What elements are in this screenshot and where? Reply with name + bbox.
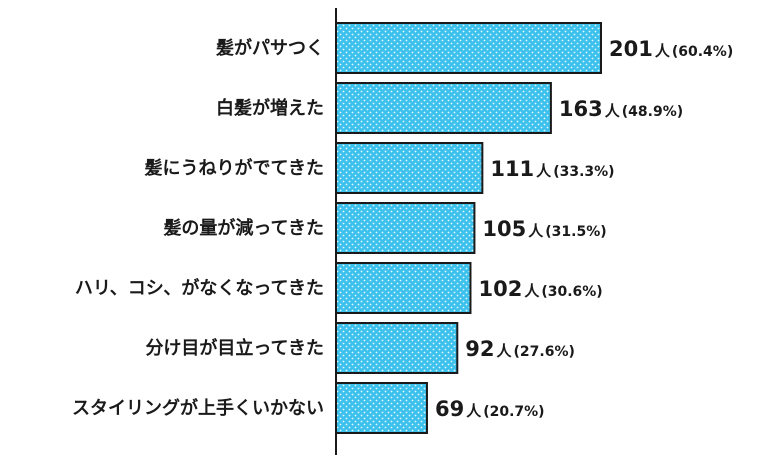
value-percent: (48.9%) bbox=[622, 104, 683, 120]
bar bbox=[335, 142, 484, 194]
bar bbox=[335, 202, 476, 254]
value-percent: (31.5%) bbox=[545, 224, 606, 240]
value-number: 92 bbox=[465, 337, 494, 361]
value-percent: (60.4%) bbox=[672, 44, 733, 60]
value-label: 102 人 (30.6%) bbox=[478, 277, 602, 301]
category-label: 白髪が増えた bbox=[216, 97, 324, 119]
value-unit: 人 bbox=[466, 402, 482, 420]
value-number: 201 bbox=[609, 37, 653, 61]
bar bbox=[335, 22, 602, 74]
value-label: 92 人 (27.6%) bbox=[465, 337, 575, 361]
value-unit: 人 bbox=[528, 222, 544, 240]
value-label: 69 人 (20.7%) bbox=[435, 397, 545, 421]
value-label: 201 人 (60.4%) bbox=[609, 37, 733, 61]
bar bbox=[335, 322, 459, 374]
value-label: 105 人 (31.5%) bbox=[482, 217, 606, 241]
value-unit: 人 bbox=[497, 342, 513, 360]
value-number: 163 bbox=[559, 97, 603, 121]
category-label: スタイリングが上手くいかない bbox=[72, 397, 324, 419]
value-unit: 人 bbox=[605, 102, 621, 120]
value-label: 111 人 (33.3%) bbox=[490, 157, 614, 181]
value-number: 111 bbox=[490, 157, 534, 181]
value-percent: (20.7%) bbox=[483, 404, 544, 420]
value-number: 102 bbox=[478, 277, 522, 301]
category-label: ハリ、コシ、がなくなってきた bbox=[75, 277, 324, 299]
category-label: 分け目が目立ってきた bbox=[145, 337, 324, 359]
bar bbox=[335, 82, 552, 134]
value-label: 163 人 (48.9%) bbox=[559, 97, 683, 121]
category-label: 髪がパサつく bbox=[215, 37, 324, 59]
value-number: 105 bbox=[482, 217, 526, 241]
bar bbox=[335, 382, 428, 434]
category-label: 髪の量が減ってきた bbox=[162, 217, 324, 239]
value-unit: 人 bbox=[655, 42, 671, 60]
value-percent: (30.6%) bbox=[541, 284, 602, 300]
value-percent: (33.3%) bbox=[553, 164, 614, 180]
value-unit: 人 bbox=[524, 282, 540, 300]
value-percent: (27.6%) bbox=[514, 344, 575, 360]
bar bbox=[335, 262, 472, 314]
category-label: 髪にうねりがでてきた bbox=[144, 157, 324, 179]
value-unit: 人 bbox=[536, 162, 552, 180]
value-number: 69 bbox=[435, 397, 464, 421]
